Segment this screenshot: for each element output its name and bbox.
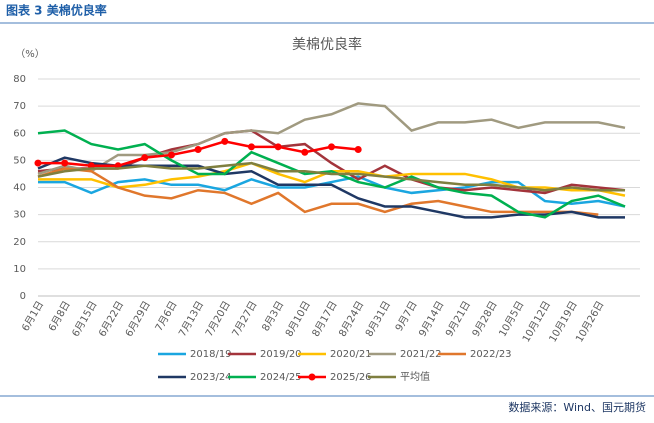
legend-label: 2019/20 bbox=[260, 349, 302, 360]
legend-label: 2023/24 bbox=[190, 372, 232, 383]
point bbox=[221, 137, 229, 145]
y-tick-label: 60 bbox=[13, 128, 26, 139]
point bbox=[274, 143, 282, 151]
y-tick-label: 50 bbox=[13, 155, 26, 166]
y-tick-label: 0 bbox=[20, 291, 26, 302]
series-line bbox=[37, 167, 599, 216]
legend-label: 2022/23 bbox=[470, 349, 512, 360]
series-line bbox=[37, 102, 626, 176]
y-tick-label: 80 bbox=[13, 74, 26, 85]
series-line bbox=[37, 161, 625, 192]
series-line bbox=[37, 129, 626, 219]
legend-label: 2018/19 bbox=[190, 349, 232, 360]
point bbox=[194, 146, 202, 154]
legend-marker bbox=[308, 373, 316, 381]
point bbox=[328, 143, 335, 151]
header-title: 图表 3 美棉优良率 bbox=[6, 3, 107, 18]
y-unit: （%） bbox=[15, 48, 45, 60]
legend-label: 2025/26 bbox=[330, 372, 372, 383]
y-tick-label: 30 bbox=[13, 210, 26, 221]
legend-label: 2020/21 bbox=[330, 349, 372, 360]
y-tick-label: 70 bbox=[13, 101, 26, 112]
y-tick-label: 40 bbox=[13, 183, 26, 194]
point bbox=[61, 159, 69, 167]
y-tick-label: 20 bbox=[13, 237, 26, 248]
point bbox=[34, 159, 42, 167]
point bbox=[141, 154, 149, 162]
source: 数据来源：Wind、国元期货 bbox=[508, 400, 646, 414]
point bbox=[167, 151, 175, 159]
legend-label: 平均值 bbox=[400, 370, 430, 383]
legend-label: 2024/25 bbox=[260, 372, 302, 383]
point bbox=[247, 143, 255, 151]
legend-label: 2021/22 bbox=[400, 349, 442, 360]
chart-title: 美棉优良率 bbox=[292, 36, 362, 53]
point bbox=[354, 146, 362, 154]
point bbox=[301, 148, 309, 156]
y-tick-label: 10 bbox=[13, 264, 26, 275]
